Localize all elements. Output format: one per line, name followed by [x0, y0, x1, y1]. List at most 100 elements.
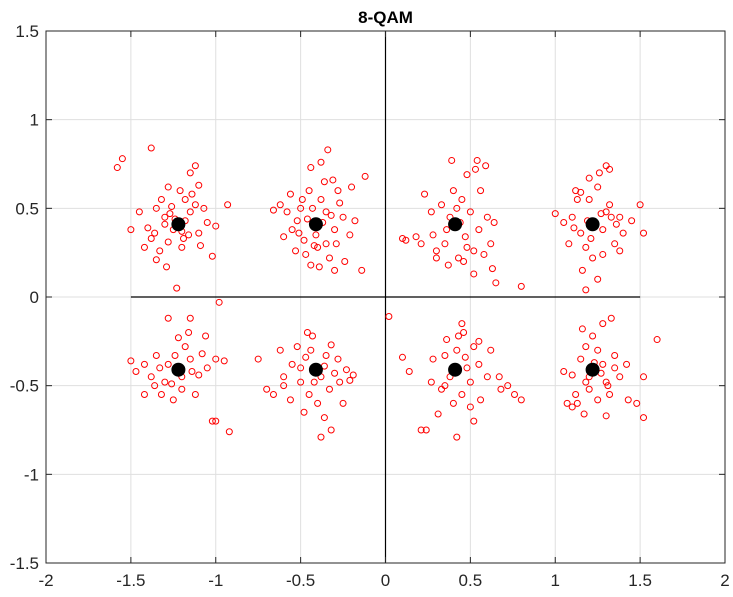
received-point: [263, 385, 271, 393]
received-point: [293, 343, 301, 351]
received-point: [568, 213, 576, 221]
received-point: [322, 208, 330, 216]
received-point: [444, 261, 452, 269]
received-point: [473, 156, 481, 164]
received-point: [151, 382, 159, 390]
received-point: [594, 183, 602, 191]
received-point: [443, 226, 451, 234]
received-point: [208, 417, 216, 425]
received-point: [466, 403, 474, 411]
y-tick-label: 0: [30, 288, 39, 307]
received-point: [487, 346, 495, 354]
received-point: [188, 367, 196, 375]
received-point: [191, 201, 199, 209]
received-point: [460, 258, 468, 266]
received-point: [492, 279, 500, 287]
received-point: [181, 195, 189, 203]
received-point: [307, 346, 315, 354]
received-point: [324, 146, 332, 154]
received-point: [332, 240, 340, 248]
received-point: [565, 240, 573, 248]
received-point: [202, 332, 210, 340]
received-point: [597, 210, 605, 218]
received-point: [427, 208, 435, 216]
received-point: [140, 360, 148, 368]
received-point: [587, 234, 595, 242]
received-point: [295, 229, 303, 237]
received-point: [212, 355, 220, 363]
ideal-point: [171, 362, 186, 377]
received-point: [560, 219, 568, 227]
ideal-point: [585, 217, 600, 232]
y-tick-label: -1: [24, 465, 39, 484]
received-point: [176, 187, 184, 195]
received-point: [327, 426, 335, 434]
received-point: [341, 258, 349, 266]
received-point: [578, 266, 586, 274]
received-point: [443, 336, 451, 344]
received-point: [616, 373, 624, 381]
received-point: [320, 414, 328, 422]
received-point: [427, 378, 435, 386]
received-point: [577, 188, 585, 196]
received-point: [161, 220, 169, 228]
received-point: [602, 162, 610, 170]
y-tick-label: 1.5: [15, 22, 39, 41]
ideal-point: [308, 217, 323, 232]
received-point: [195, 229, 203, 237]
received-point: [594, 396, 602, 404]
received-point: [577, 229, 585, 237]
x-tick-label: -1: [208, 571, 223, 590]
x-tick-label: 2: [720, 571, 729, 590]
y-tick-label: -0.5: [10, 377, 39, 396]
received-point: [317, 158, 325, 166]
received-point: [421, 190, 429, 198]
received-point: [594, 275, 602, 283]
x-tick-label: 0: [381, 571, 390, 590]
received-point: [470, 247, 478, 255]
received-point: [616, 213, 624, 221]
received-point: [276, 201, 284, 209]
y-axis-ticks: -1.5 -1 -0.5 0 0.5 1 1.5: [10, 22, 725, 573]
received-point: [169, 396, 177, 404]
received-point: [458, 320, 466, 328]
received-point: [441, 382, 449, 390]
received-point: [612, 220, 620, 228]
received-point: [640, 373, 648, 381]
received-point: [280, 373, 288, 381]
received-point: [487, 240, 495, 248]
received-point: [276, 346, 284, 354]
received-point: [198, 350, 206, 358]
received-point: [331, 266, 339, 274]
received-point: [568, 403, 576, 411]
received-point: [157, 391, 165, 399]
received-point: [351, 217, 359, 225]
received-point: [604, 382, 612, 390]
received-point: [653, 336, 661, 344]
received-point: [317, 195, 325, 203]
received-point: [113, 164, 121, 172]
received-point: [156, 364, 164, 372]
received-point: [599, 320, 607, 328]
received-point: [432, 254, 440, 262]
received-point: [582, 343, 590, 351]
received-point: [483, 373, 491, 381]
received-point: [164, 183, 172, 191]
received-point: [331, 369, 339, 377]
received-point: [458, 195, 466, 203]
received-point: [196, 242, 204, 250]
received-point: [212, 417, 220, 425]
received-point: [186, 355, 194, 363]
received-point: [195, 371, 203, 379]
received-point: [606, 391, 614, 399]
received-point: [453, 346, 461, 354]
received-point: [432, 247, 440, 255]
received-point: [161, 378, 169, 386]
received-point: [517, 282, 525, 290]
received-point: [458, 391, 466, 399]
received-point: [441, 240, 449, 248]
received-point: [298, 195, 306, 203]
received-point: [348, 183, 356, 191]
received-point: [453, 433, 461, 441]
received-point: [573, 399, 581, 407]
